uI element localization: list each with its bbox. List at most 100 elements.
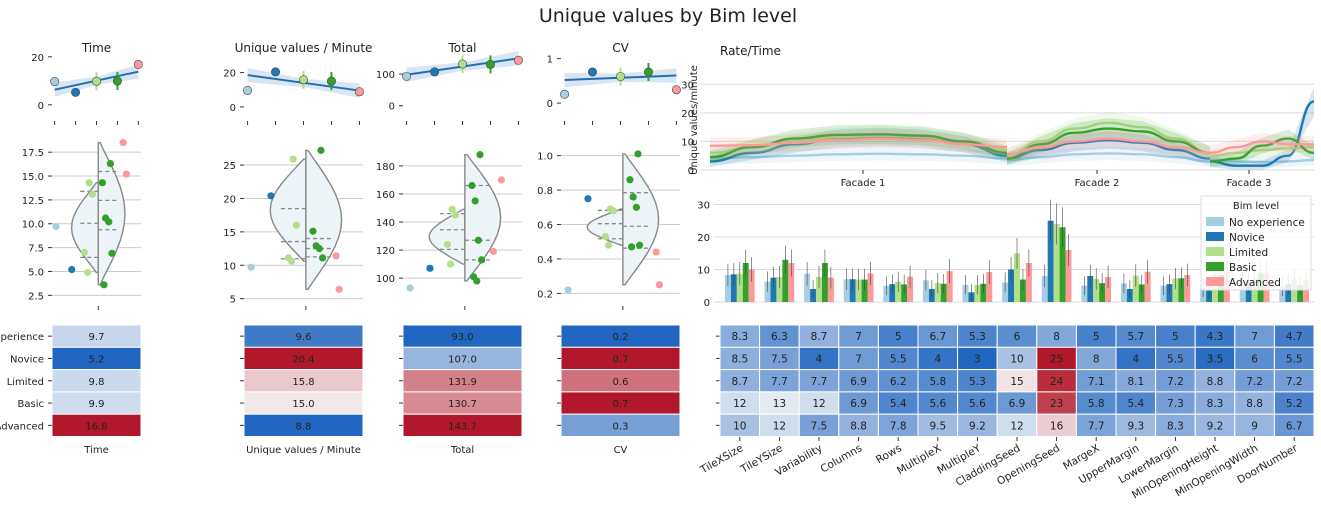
mean-point-total-4: [513, 55, 523, 65]
param-heatmap-label: 5.6: [929, 398, 946, 410]
legend-label-0: No experience: [1229, 217, 1305, 229]
violin-point-time: [52, 223, 60, 231]
rate-x-label: Facade 1: [841, 178, 886, 189]
bar-3-7: [1019, 279, 1026, 302]
rate-y-tick-label: 0: [688, 166, 694, 177]
param-heatmap-label: 7: [1251, 331, 1258, 343]
mean-point-time-2: [92, 76, 102, 86]
heatmap-row-label: Advanced: [0, 421, 44, 432]
mean-point-time-3: [112, 76, 122, 86]
param-heatmap-label: 9: [1251, 420, 1258, 432]
violin-point-cv: [627, 243, 636, 251]
violin-point-upm: [315, 244, 323, 253]
param-heatmap-label: 5.5: [1286, 353, 1303, 365]
mean-point-upm-1: [271, 67, 281, 77]
param-heatmap-label: 5: [1172, 331, 1179, 343]
heatmap-xlabel-time: Time: [83, 445, 108, 456]
bar-1-3: [849, 279, 856, 302]
param-heatmap-label: 8.8: [1207, 376, 1224, 388]
param-heatmap-label: 10: [733, 420, 746, 432]
bar-4-11: [1184, 275, 1191, 302]
mean-point-upm-2: [298, 75, 308, 85]
param-heatmap-label: 5.2: [1286, 398, 1303, 410]
param-heatmap-label: 8: [1053, 331, 1060, 343]
violin-point-time: [106, 160, 114, 168]
violin-point-total: [447, 260, 455, 268]
heatmap-xlabel-cv: CV: [614, 445, 628, 456]
legend-label-2: Limited: [1229, 247, 1268, 259]
bar-4-0: [748, 269, 755, 302]
violin-y-tick-label-time: 7.5: [28, 244, 44, 255]
violin-y-tick-label-upm: 25: [223, 161, 236, 172]
param-heatmap-label: 8.3: [1207, 398, 1224, 410]
heatmap-xlabel-total: Total: [450, 445, 474, 456]
heatmap-row-label: Basic: [18, 399, 44, 410]
heatmap-label-time: 9.7: [89, 332, 105, 343]
bar-2-2: [816, 276, 822, 302]
heatmap-label-total: 130.7: [448, 399, 477, 410]
bar-4-9: [1105, 276, 1112, 302]
mean-point-cv-1: [588, 67, 598, 77]
heatmap-label-time: 9.9: [89, 399, 105, 410]
param-heatmap-label: 5.5: [1167, 353, 1184, 365]
violin-y-tick-label-total: 180: [376, 162, 395, 173]
legend-swatch-2: [1206, 247, 1224, 256]
heatmap-label-cv: 0.6: [613, 377, 629, 388]
rate-band-4: [710, 129, 1007, 155]
violin-y-tick-label-upm: 15: [223, 228, 236, 239]
param-heatmap-label: 25: [1050, 353, 1063, 365]
rate-y-tick-label: 10: [681, 137, 694, 148]
violin-point-time: [98, 179, 106, 187]
bar-4-8: [1065, 250, 1072, 302]
rate-y-tick-label: 30: [681, 80, 694, 91]
violin-point-total: [471, 197, 479, 205]
bar-2-8: [1053, 224, 1060, 302]
param-heatmap-label: 8.3: [1167, 420, 1184, 432]
bar-4-3: [867, 273, 874, 302]
param-heatmap-label: 7.1: [1088, 376, 1105, 388]
param-heatmap-label: 6.9: [850, 398, 867, 410]
violin-point-upm: [317, 146, 325, 154]
bar-3-3: [861, 279, 868, 302]
violin-point-cv: [652, 248, 660, 256]
rate-y-tick-label: 20: [681, 109, 694, 120]
heatmap-row-label: No experience: [0, 332, 44, 343]
violin-point-upm: [318, 254, 327, 262]
violin-point-total: [406, 284, 414, 292]
violin-point-time: [85, 179, 93, 187]
param-heatmap-label: 24: [1050, 376, 1064, 388]
panel-title-upm: Unique values / Minute: [235, 41, 373, 55]
param-heatmap-label: 6.7: [1286, 420, 1303, 432]
panel-title-time: Time: [81, 41, 111, 55]
violin-point-cv: [584, 195, 592, 203]
violin-y-tick-label-cv: 0.2: [537, 289, 553, 300]
heatmap-row-label: Limited: [7, 377, 44, 388]
heatmap-label-time: 5.2: [89, 354, 105, 365]
y-tick-label-time: 0: [38, 101, 44, 112]
violin-point-cv: [564, 286, 572, 294]
param-heatmap-label: 4: [816, 353, 823, 365]
violin-point-total: [448, 205, 456, 213]
heatmap-label-total: 143.7: [448, 421, 477, 432]
bar-1-9: [1087, 276, 1094, 302]
param-heatmap-label: 8.7: [731, 376, 748, 388]
legend-title: Bim level: [1233, 201, 1279, 212]
param-heatmap-label: 9.2: [969, 420, 986, 432]
legend-swatch-0: [1206, 217, 1224, 226]
param-x-label-4: Rows: [874, 442, 904, 466]
mean-point-upm-0: [243, 85, 253, 95]
violin-right-cv: [622, 153, 660, 286]
param-heatmap-cell-4-14: [1273, 413, 1315, 438]
rate-ylabel: Unique values/minute: [689, 65, 700, 175]
violin-left-upm: [269, 158, 307, 263]
rate-band-0: [1007, 146, 1210, 167]
mean-point-total-2: [457, 59, 467, 69]
param-heatmap-label: 6.9: [1009, 398, 1026, 410]
heatmap-label-cv: 0.7: [613, 354, 629, 365]
param-heatmap-label: 7.2: [1286, 376, 1303, 388]
param-heatmap-label: 13: [773, 398, 786, 410]
param-heatmap-label: 16: [1050, 420, 1064, 432]
param-heatmap-label: 7.2: [1167, 376, 1184, 388]
violin-point-upm: [288, 257, 296, 265]
